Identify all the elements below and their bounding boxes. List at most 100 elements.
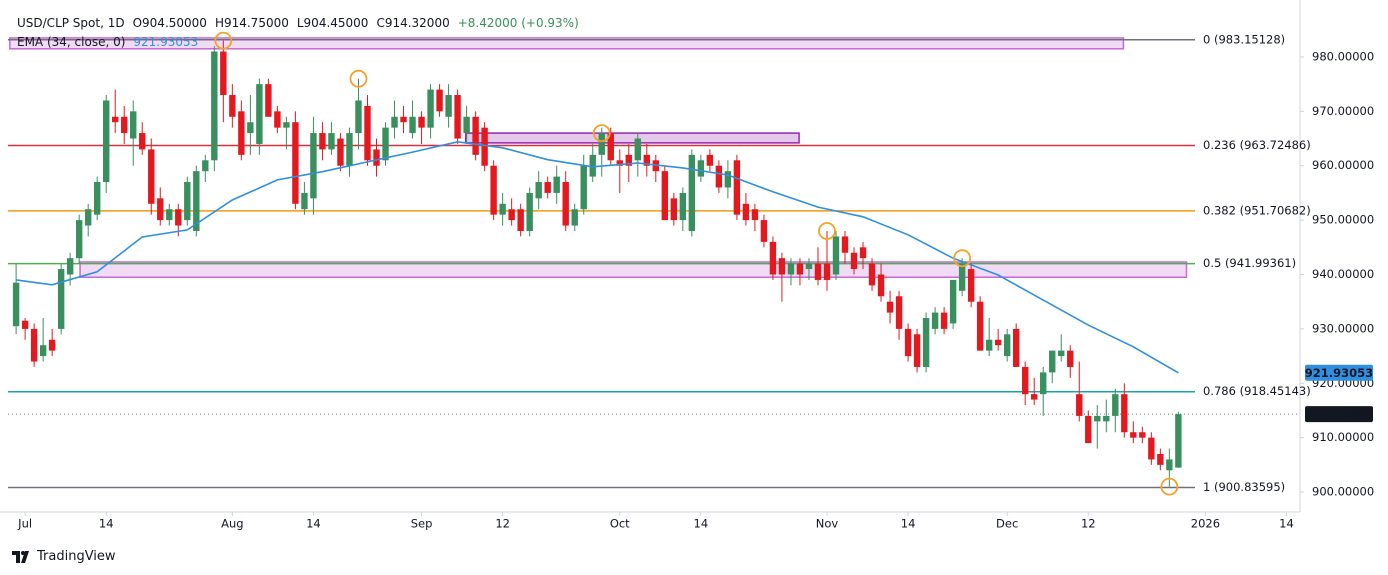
candle-body [517,209,524,231]
candle-body [823,263,831,280]
y-tick-label: 950.00000 [1312,213,1374,227]
candle-body [75,220,83,259]
candle-body [229,95,236,117]
y-tick-label: 980.00000 [1312,49,1374,63]
candle-body [868,263,876,286]
candle-body [643,154,650,166]
candle-body [724,171,732,188]
candle-body [580,165,587,210]
candle-body [1121,394,1128,433]
x-tick-label: Dec [996,517,1018,531]
candle-body [877,274,885,297]
fib-label: 0.5 (941.99361) [1203,256,1296,270]
candle-body [1148,437,1155,460]
x-tick-label: 2026 [1191,517,1220,531]
x-tick-label: 14 [901,517,916,531]
candle-body [535,182,542,199]
x-tick-label: Oct [610,517,630,531]
candle-body [733,160,741,215]
ema-price-label: 921.93053 [1305,366,1373,380]
x-tick-label: Sep [411,517,433,531]
candle-body [21,320,29,329]
candle-body [319,133,326,150]
candle-body [1157,453,1164,465]
candle-body [472,116,479,155]
candle-body [274,111,281,128]
candle-body [292,122,299,204]
candle-body [1085,415,1092,444]
candle-body [1076,394,1083,416]
last-price-label-box [1305,406,1373,423]
candle-body [571,209,578,226]
candle-body [355,100,362,134]
x-tick-label: 12 [495,517,510,531]
candle-body [706,154,714,166]
candle-body [220,51,227,96]
y-tick-label: 940.00000 [1312,267,1374,281]
candle-body [553,176,560,193]
candle-body [193,171,200,231]
header: USD/CLP Spot, 1D O904.50000 H914.75000 L… [17,16,579,30]
x-tick-label: 14 [1279,517,1294,531]
candle-body [157,198,164,221]
symbol: USD/CLP Spot, 1D [17,16,125,30]
candle-body [688,154,696,231]
fib-label: 0.382 (951.70682) [1203,203,1311,217]
candle-body [328,133,335,150]
candle-body [958,263,966,291]
last-price-label: 914.32000 [1305,407,1373,421]
candle-body [93,182,101,215]
candle-body [463,116,470,134]
candle-body [994,339,1002,346]
candle-body [1049,350,1056,373]
candle-body [616,160,623,166]
x-tick-label: Aug [221,517,243,531]
candle-body [1058,350,1065,357]
candle-body [976,301,984,351]
candle-body [1003,334,1011,357]
change-value: +8.42000 (+0.93%) [457,16,579,30]
candle-body [310,133,317,199]
marker-circle [349,69,368,88]
y-tick-label: 960.00000 [1312,158,1374,172]
candle-body [940,312,948,329]
candle-body [778,258,786,275]
brand-name: TradingView [37,549,116,564]
candle-body [373,149,380,166]
fib-label: 0.236 (963.72486) [1203,138,1311,152]
candle-body [607,133,614,161]
ema-line [15,140,1179,374]
fib-label: 0.786 (918.45143) [1203,384,1311,398]
candle-body [211,51,218,161]
ema-legend: EMA (34, close, 0) 921.93053 [17,35,198,49]
candle-body [769,241,777,275]
candle-body [184,182,191,221]
marker-circle [1160,477,1179,496]
candle-body [427,89,434,128]
ema-price-label-box [1305,364,1373,381]
y-tick-label: 900.00000 [1312,485,1374,499]
candle-body [337,138,344,166]
candle-body [1012,328,1020,367]
marker-circle [818,222,836,240]
marker-circle [214,31,233,50]
candle-body [661,171,669,221]
zone [9,37,1125,50]
candle-body [1103,415,1110,422]
candle-body [985,339,993,351]
candle-body [1040,372,1047,395]
candle-body [130,111,137,139]
candle-body [148,149,155,204]
branding: TradingView [12,549,116,564]
candle-body [84,209,92,226]
candle-body [850,252,858,270]
candle-body [409,116,416,134]
candle-body [715,165,723,188]
zone [79,261,1188,278]
candle-body [346,133,353,166]
candle-body [1139,432,1146,438]
y-tick-label: 930.00000 [1312,321,1374,335]
candle-body [1112,394,1119,416]
